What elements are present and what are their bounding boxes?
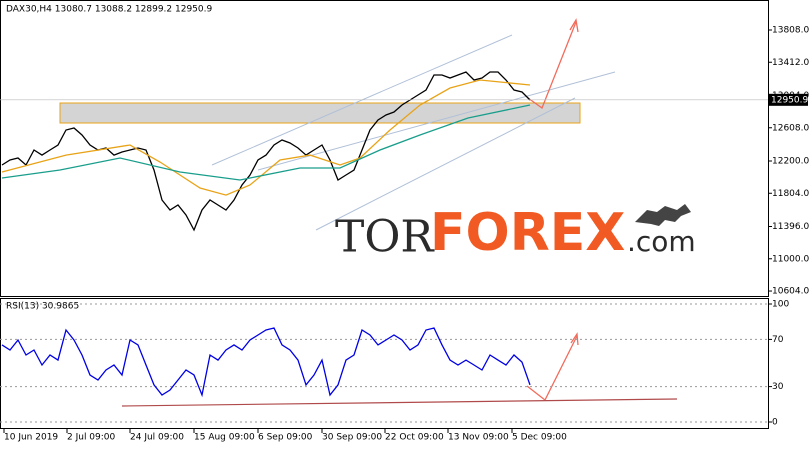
y-tick-label: 11000.0 [772,254,809,264]
y-tick-label: 12200.0 [772,156,809,166]
series-line [1,327,531,398]
x-tick-label: 13 Nov 09:00 [448,433,509,443]
y-tick-label: 13412.0 [772,58,809,68]
logo-text: TOR [335,212,435,263]
logo-text: FOREX [430,203,625,263]
price-frame [0,0,769,297]
x-tick-label: 5 Dec 09:00 [512,433,567,443]
last-price-label: 12950.9 [771,95,808,105]
y-tick-label: 30 [772,382,784,392]
y-tick-label: 100 [772,300,789,310]
y-tick-label: 11804.0 [772,189,809,199]
y-tick-label: 13808.0 [772,25,809,35]
channel-line [315,97,576,231]
x-tick-label: 10 Jun 2019 [4,433,58,443]
forecast-arrow [526,18,579,401]
x-tick-label: 24 Jul 09:00 [130,433,184,443]
support-line [121,398,678,407]
channel-line [257,71,616,171]
logo-bull [635,204,691,226]
series-line [1,104,531,181]
x-tick-label: 2 Jul 09:00 [67,433,116,443]
price-title: DAX30,H4 13080.7 13088.2 12899.2 12950.9 [6,5,212,15]
series-line [1,71,531,232]
y-tick-label: 10604.0 [772,287,809,297]
x-tick-label: 6 Sep 09:00 [258,433,313,443]
y-tick-label: 12608.0 [772,123,809,133]
y-tick-label: 11396.0 [772,222,809,232]
series-line [1,79,531,196]
x-tick-label: 30 Sep 09:00 [322,433,382,443]
resistance-zone [59,102,581,124]
x-tick-label: 22 Oct 09:00 [385,433,444,443]
rsi-title: RSI(13) 30.9865 [6,302,79,312]
x-tick-label: 15 Aug 09:00 [194,433,255,443]
last-price-box [768,93,808,106]
y-tick-label: 70 [772,335,784,345]
logo-text: .com [627,225,696,258]
logo: TOR FOREX .com [335,203,696,263]
y-tick-label: 0 [772,418,778,428]
rsi-frame [0,298,769,429]
